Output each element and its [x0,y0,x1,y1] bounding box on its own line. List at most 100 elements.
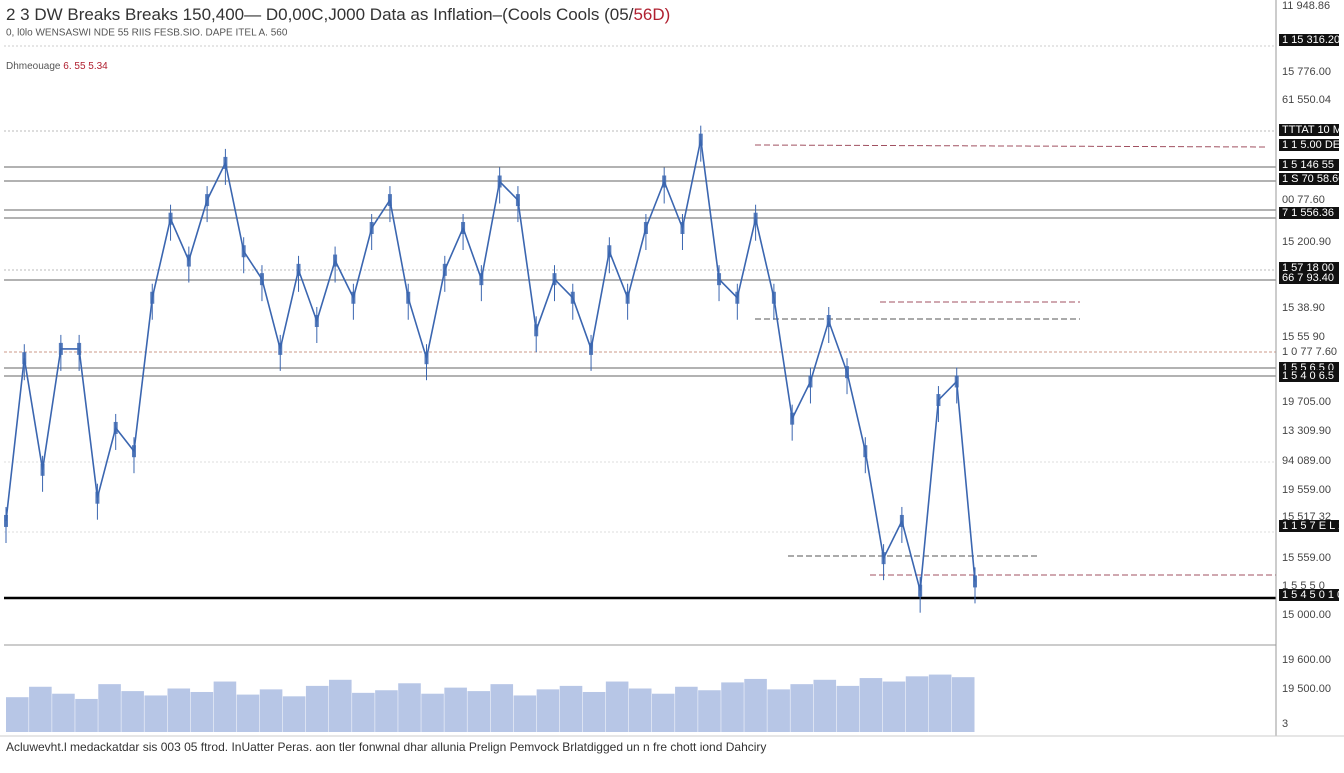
price-candle [771,291,776,304]
volume-bar [29,686,52,732]
price-candle [205,194,210,207]
volume-bar [698,690,721,732]
price-candle [259,273,264,286]
volume-bar [259,689,283,732]
axis-label: 15 559.00 [1282,552,1331,564]
volume-bar [282,696,306,732]
price-candle [131,445,136,458]
price-candle [186,254,191,267]
price-candle [387,194,392,207]
price-candle [40,463,45,476]
axis-label: 61 550.04 [1282,94,1331,106]
axis-label: 1 1 5 7 E L 1 6 1 [1282,520,1344,532]
price-candle [479,273,484,286]
price-candle [552,273,557,286]
axis-label: TTTAT 10 MG [1282,124,1344,136]
volume-bar [167,688,191,732]
price-candle [918,584,923,597]
resistance-line [754,144,1267,148]
price-candle [424,352,429,365]
axis-label: 15 200.90 [1282,236,1331,248]
title-red: 56D) [633,5,670,24]
axis-label: 66 7 93.40 [1282,272,1334,284]
footer-text: Acluwevht.l medackatdar sis 003 05 ftrod… [6,740,766,754]
price-line [5,139,976,591]
price-candle [698,133,703,146]
price-candle [790,412,795,425]
price-candle [717,273,722,286]
price-candle [607,245,612,258]
axis-label: 1 5 4 5 0 1 0 0 [1282,589,1344,601]
volume-bar [813,679,837,732]
volume-bar [421,693,444,732]
price-candle [515,194,520,207]
axis-label: 1 5 4 0 6.5 [1282,370,1334,382]
axis-label: 15 517 32 [1282,511,1331,523]
price-candle [534,324,539,337]
axis-label: 1 57 18 00 [1282,262,1334,274]
price-candle [973,575,977,588]
axis-label: 7 1 556.36 [1282,207,1334,219]
price-candle [442,263,447,276]
price-candle [461,222,466,234]
price-candle [58,342,63,355]
axis-label-box [1279,520,1339,532]
axis-label-box [1279,159,1339,171]
price-candle [150,291,155,304]
price-candle [406,291,411,304]
price-candle [954,375,959,388]
price-candle [589,342,594,355]
price-candle [278,342,283,355]
axis-label: 15 776.00 [1282,66,1331,78]
volume-bar [121,691,144,732]
volume-bar [928,674,952,732]
axis-label: 15 55 90 [1282,331,1325,343]
volume-bar [398,683,421,732]
axis-label: 15 38.90 [1282,302,1325,314]
price-candle [881,552,886,565]
price-candle [314,315,319,327]
info: Dhmeouage 6. 55 5.34 [6,61,108,72]
volume-bar [352,692,375,732]
chart-title: 2 3 DW Breaks Breaks 150,400— D0,00C,J00… [6,5,670,24]
price-candle [863,445,868,458]
price-candle [113,421,118,434]
volume-bar [329,679,352,732]
axis-label: 11 948.86 [1282,0,1330,12]
guides [0,0,1344,737]
volume-bar [582,691,606,732]
price-candle [4,514,8,527]
volume-bar [236,694,260,732]
axis-label: 19 500.00 [1282,683,1331,695]
info-value: 6. 55 5.34 [63,61,108,72]
price-candle [168,212,173,225]
volume-bar [605,681,629,732]
price-candle [662,175,667,188]
axis-label: 13 309.90 [1282,425,1331,437]
volume-bar [75,698,98,732]
price-candle [826,315,831,327]
volume-bar [490,684,514,732]
axis-label: 1 5 146 55 [1282,159,1334,171]
price-candle [296,263,301,276]
axis-label-box [1279,139,1339,151]
price-candle [899,514,904,527]
volume-bar [675,686,698,732]
axis-label-box [1279,207,1339,219]
volume-bar [6,697,29,732]
axis-label-box [1279,272,1339,284]
axis-label: 3 [1282,718,1288,730]
axis-label-box [1279,262,1339,274]
axis-label-box [1279,34,1339,46]
price-candle [735,291,740,304]
price-candle [753,212,758,225]
volume-bar [767,689,790,732]
volume-bar [98,684,121,732]
price-candle [808,375,813,388]
price-candle [625,291,630,304]
price-candle [845,366,850,379]
axis-label: 1 15 316.20 [1282,34,1340,46]
volume-bar [628,688,652,732]
axis-label: 00 77.60 [1282,194,1325,206]
